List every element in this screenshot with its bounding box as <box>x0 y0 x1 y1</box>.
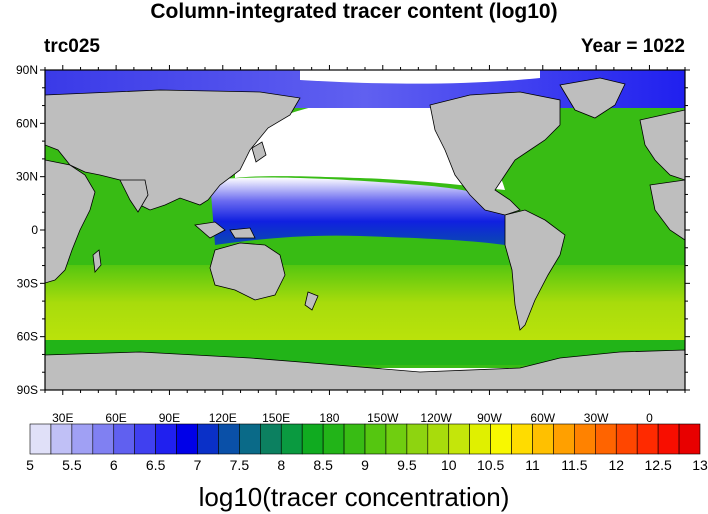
colorbar-swatch <box>197 423 219 455</box>
colorbar-swatch <box>239 423 261 455</box>
lon-tick-label: 90E <box>159 411 180 425</box>
indonesia-land <box>194 221 226 239</box>
colorbar-tick-label: 11 <box>525 457 540 473</box>
colorbar-swatch <box>134 423 156 455</box>
colorbar-tick-label: 8 <box>277 457 285 473</box>
lon-tick-label: 120W <box>420 411 452 425</box>
new-zealand-land <box>304 291 319 311</box>
greenland-land <box>559 77 626 119</box>
lat-tick-label: 0 <box>31 223 38 237</box>
colorbar-swatch <box>29 423 52 455</box>
tracer-name-label: trc025 <box>44 36 100 57</box>
longitude-axis: 30E 60E 90E 120E 150E 180 150W 120W 90W 60W 30W 0 <box>44 65 686 425</box>
europe-land <box>639 109 685 181</box>
year-label: Year = 1022 <box>580 36 685 57</box>
colorbar-tick-label: 10 <box>441 457 457 473</box>
chart-title: Column-integrated tracer content (log10) <box>150 0 558 23</box>
colorbar-swatch <box>364 423 387 455</box>
colorbar-tick-label: 5.5 <box>62 457 82 473</box>
lat-tick-label: 90N <box>16 63 38 77</box>
north-america-land <box>429 91 561 216</box>
colorbar-tick-label: 6.5 <box>146 457 166 473</box>
lon-tick-label: 150W <box>367 411 399 425</box>
lon-tick-label: 0 <box>646 411 653 425</box>
lon-tick-label: 60E <box>105 411 126 425</box>
colorbar-swatch <box>155 423 177 455</box>
colorbar-tick-label: 12 <box>608 457 624 473</box>
lon-tick-label: 90W <box>477 411 502 425</box>
africa-land <box>45 159 96 284</box>
colorbar-tick-label: 9 <box>361 457 369 473</box>
colorbar-swatch <box>92 423 115 455</box>
map-panel <box>45 70 685 390</box>
colorbar-swatch <box>532 423 554 455</box>
australia-land <box>209 242 286 301</box>
land-masses <box>45 77 685 390</box>
arctic-missing-zone <box>300 70 540 84</box>
colorbar-swatch <box>385 423 408 455</box>
colorbar-swatch <box>322 423 345 455</box>
lon-tick-label: 180 <box>319 411 339 425</box>
colorbar-title: log10(tracer concentration) <box>198 482 510 512</box>
eurasia-land <box>45 89 301 211</box>
lat-tick-label: 30S <box>17 276 38 290</box>
colorbar-swatch <box>595 423 617 455</box>
colorbar-tick-label: 13 <box>692 457 708 473</box>
colorbar-swatch <box>574 423 596 455</box>
japan-land <box>251 141 267 163</box>
colorbar-tick-label: 11.5 <box>561 457 587 473</box>
colorbar-swatch <box>301 423 324 455</box>
colorbar-swatch <box>218 423 240 455</box>
lon-tick-label: 120E <box>209 411 237 425</box>
antarctica-land <box>45 349 685 390</box>
colorbar-swatch <box>343 423 366 455</box>
colorbar-swatch <box>448 423 470 455</box>
colorbar-tick-label: 6 <box>110 457 118 473</box>
south-america-land <box>504 209 566 331</box>
colorbar-tick-label: 7.5 <box>230 457 250 473</box>
colorbar-swatch <box>176 423 198 455</box>
lat-tick-label: 90S <box>17 383 38 397</box>
colorbar-swatch <box>636 423 659 455</box>
colorbar-tick-label: 7 <box>194 457 202 473</box>
colorbar-swatch <box>553 423 575 455</box>
lon-tick-label: 60W <box>530 411 555 425</box>
colorbar-tick-label: 10.5 <box>477 457 504 473</box>
colorbar-swatch <box>406 423 429 455</box>
lat-tick-label: 60N <box>16 116 38 130</box>
colorbar: 5 5.5 6 6.5 7 7.5 8 8.5 9 9.5 10 10.5 11 11.5 12 12.5 13 <box>26 423 708 473</box>
lat-tick-label: 30N <box>16 170 38 184</box>
colorbar-tick-label: 9.5 <box>397 457 417 473</box>
colorbar-swatch <box>615 423 638 455</box>
pacific-blue-belt <box>210 177 505 245</box>
lon-tick-label: 150E <box>262 411 290 425</box>
west-africa-land <box>649 179 685 241</box>
colorbar-tick-label: 12.5 <box>645 457 672 473</box>
lat-tick-label: 60S <box>17 330 38 344</box>
lon-tick-label: 30W <box>584 411 609 425</box>
colorbar-tick-label: 5 <box>26 457 34 473</box>
colorbar-tick-label: 8.5 <box>313 457 333 473</box>
lon-tick-label: 30E <box>52 411 73 425</box>
colorbar-swatch <box>50 423 73 455</box>
colorbar-swatch <box>260 423 282 455</box>
latitude-axis: 90N 60N 30N 0 30S 60S 90S <box>16 63 690 397</box>
colorbar-swatch <box>71 423 94 455</box>
colorbar-swatch <box>113 423 135 455</box>
colorbar-swatch <box>511 423 533 455</box>
colorbar-swatch <box>427 423 450 455</box>
colorbar-swatch <box>678 423 701 455</box>
colorbar-swatch <box>280 423 303 455</box>
colorbar-swatch <box>469 423 491 455</box>
colorbar-swatch <box>657 423 680 455</box>
madagascar-land <box>92 249 102 273</box>
india-land <box>119 179 149 213</box>
colorbar-swatch <box>490 423 512 455</box>
